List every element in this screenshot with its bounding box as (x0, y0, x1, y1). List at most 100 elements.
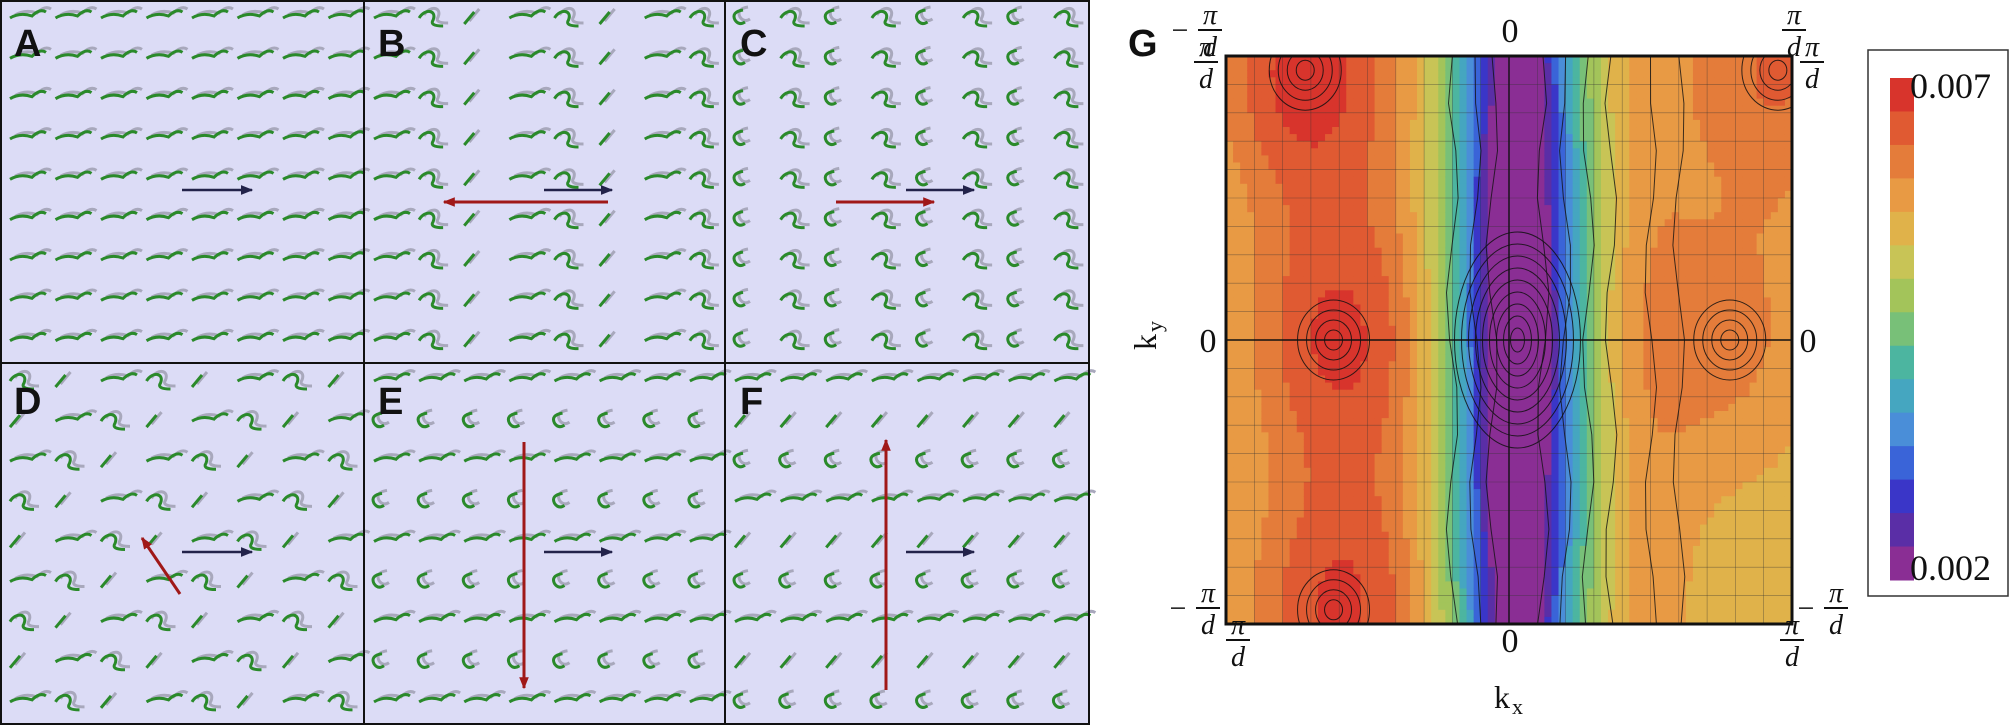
heatmap-cell (1325, 425, 1333, 433)
heatmap-cell (1530, 538, 1538, 547)
heatmap-cell (1296, 340, 1305, 348)
heatmap-cell (1409, 205, 1418, 213)
heatmap-cell (1480, 361, 1489, 369)
heatmap-cell (1636, 105, 1645, 114)
heatmap-cell (1296, 127, 1305, 135)
heatmap-cell (1303, 134, 1312, 142)
heatmap-cell (1487, 609, 1496, 618)
heatmap-cell (1289, 368, 1298, 377)
heatmap-cell (1360, 439, 1369, 448)
heatmap-cell (1409, 588, 1418, 597)
heatmap-cell (1296, 411, 1305, 419)
heatmap-cell (1629, 162, 1637, 171)
heatmap-cell (1600, 538, 1609, 547)
heatmap-cell (1310, 588, 1319, 597)
heatmap-cell (1409, 176, 1418, 185)
heatmap-cell (1650, 368, 1659, 377)
heatmap-cell (1282, 418, 1291, 426)
heatmap-cell (1254, 198, 1262, 206)
heatmap-cell (1296, 219, 1305, 227)
heatmap-cell (1325, 127, 1333, 135)
heatmap-cell (1296, 77, 1305, 85)
heatmap-cell (1501, 176, 1510, 185)
heatmap-cell (1530, 219, 1538, 227)
heatmap-cell (1303, 247, 1312, 256)
heatmap-cell (1537, 233, 1545, 242)
heatmap-cell (1417, 56, 1425, 64)
heatmap-cell (1615, 105, 1623, 114)
heatmap-cell (1487, 155, 1496, 164)
heatmap-cell (1558, 403, 1567, 412)
heatmap-cell (1516, 503, 1524, 511)
heatmap-cell (1544, 432, 1553, 440)
heatmap-cell (1226, 524, 1234, 533)
heatmap-cell (1381, 112, 1390, 121)
heatmap-cell (1317, 148, 1326, 156)
heatmap-cell (1395, 155, 1404, 164)
heatmap-cell (1346, 588, 1354, 597)
heatmap-cell (1360, 368, 1369, 377)
heatmap-cell (1417, 311, 1425, 320)
heatmap-cell (1409, 325, 1418, 334)
heatmap-cell (1544, 134, 1553, 142)
heatmap-cell (1381, 119, 1390, 128)
heatmap-cell (1424, 545, 1432, 554)
heatmap-cell (1600, 226, 1609, 235)
heatmap-cell (1275, 389, 1284, 398)
heatmap-cell (1473, 382, 1482, 391)
heatmap-cell (1339, 446, 1347, 455)
heatmap-cell (1615, 219, 1623, 227)
heatmap-cell (1629, 205, 1637, 213)
heatmap-cell (1615, 276, 1623, 284)
heatmap-cell (1402, 396, 1411, 405)
heatmap-cell (1409, 148, 1418, 156)
heatmap-cell (1438, 609, 1446, 618)
heatmap-cell (1374, 460, 1383, 469)
heatmap-cell (1544, 439, 1553, 448)
heatmap-cell (1317, 162, 1326, 171)
heatmap-cell (1261, 609, 1270, 618)
heatmap-cell (1317, 432, 1326, 440)
heatmap-cell (1395, 361, 1404, 369)
heatmap-cell (1296, 389, 1305, 398)
heatmap-cell (1317, 453, 1326, 462)
heatmap-cell (1332, 247, 1340, 256)
heatmap-cell (1353, 226, 1362, 235)
heatmap-cell (1289, 403, 1298, 412)
heatmap-cell (1537, 517, 1545, 526)
heatmap-cell (1233, 240, 1241, 249)
heatmap-cell (1565, 439, 1574, 448)
heatmap-cell (1381, 212, 1390, 220)
heatmap-cell (1572, 290, 1581, 298)
heatmap-cell (1431, 141, 1439, 149)
heatmap-cell (1600, 148, 1609, 156)
heatmap-cell (1615, 439, 1623, 448)
heatmap-cell (1240, 332, 1248, 341)
heatmap-cell (1572, 105, 1581, 114)
heatmap-cell (1622, 467, 1630, 476)
heatmap-cell (1480, 460, 1489, 469)
heatmap-cell (1332, 155, 1340, 164)
heatmap-cell (1600, 119, 1609, 128)
heatmap-cell (1282, 311, 1291, 320)
heatmap-cell (1480, 148, 1489, 156)
heatmap-cell (1367, 574, 1376, 582)
heatmap-cell (1226, 84, 1234, 93)
heatmap-cell (1409, 119, 1418, 128)
heatmap-cell (1233, 311, 1241, 320)
heatmap-cell (1650, 332, 1659, 341)
heatmap-cell (1388, 84, 1397, 93)
heatmap-cell (1593, 169, 1602, 178)
heatmap-cell (1608, 567, 1616, 575)
heatmap-cell (1346, 276, 1354, 284)
heatmap-cell (1374, 609, 1383, 618)
heatmap-cell (1240, 240, 1248, 249)
heatmap-cell (1579, 340, 1588, 348)
heatmap-cell (1409, 134, 1418, 142)
heatmap-cell (1381, 531, 1390, 540)
heatmap-cell (1254, 474, 1262, 483)
heatmap-cell (1282, 389, 1291, 398)
heatmap-cell (1509, 538, 1517, 547)
heatmap-cell (1310, 574, 1319, 582)
heatmap-cell (1558, 169, 1567, 178)
